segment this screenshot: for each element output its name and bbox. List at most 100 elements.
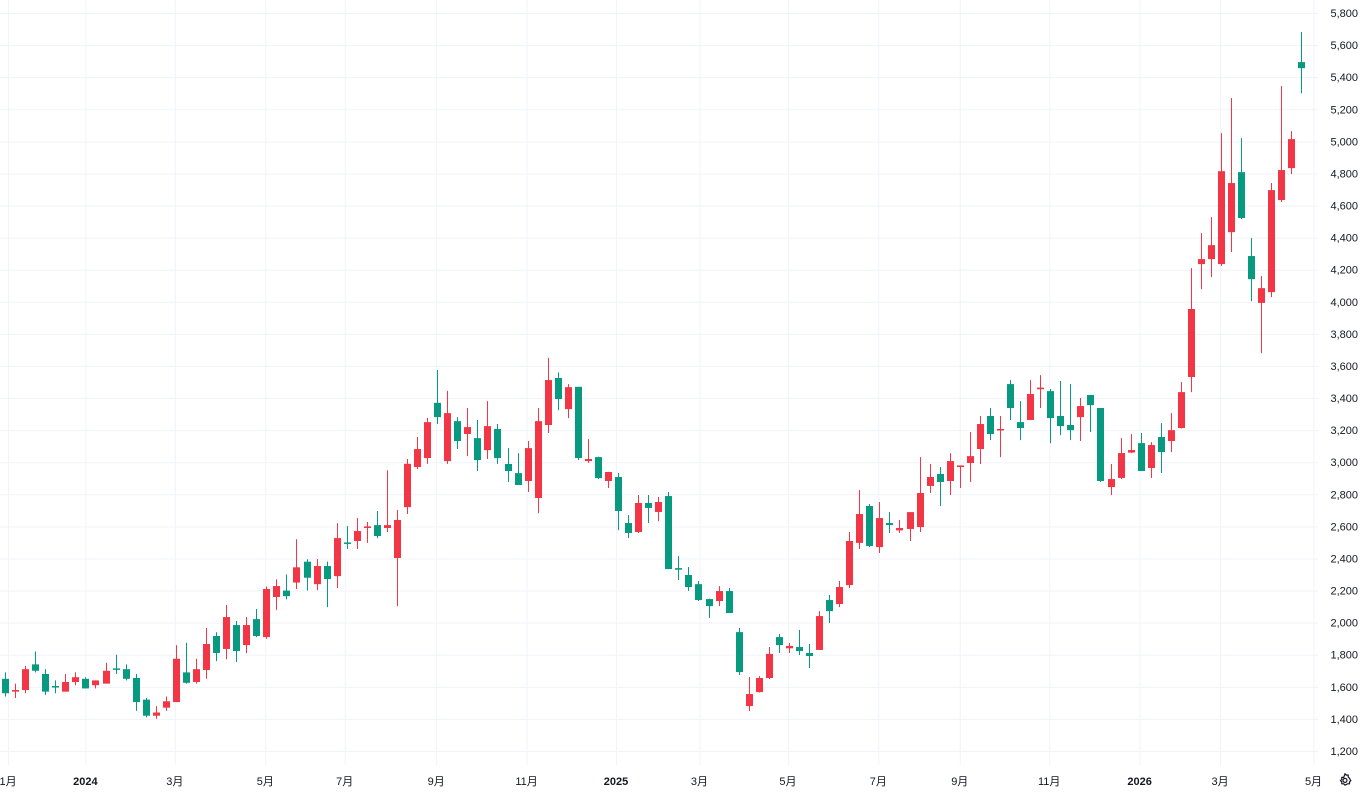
candle-down [1097,407,1104,482]
candle-up [1027,380,1034,421]
candle-down [575,386,582,461]
candle-body [535,421,542,498]
candle-body [555,377,562,400]
candle-body [2,678,9,694]
candle-up [334,523,341,588]
candle-body [1158,437,1165,453]
candle-body [283,590,290,597]
candle-body [836,587,843,605]
candle-body [565,387,572,410]
candle-up [173,645,180,703]
candle-body [163,701,170,708]
candle-up [947,453,954,495]
candle-up [957,465,964,489]
candle-body [213,635,220,653]
candle-down [233,621,240,662]
price-axis[interactable]: 1,200 1,400 1,600 1,800 2,000 2,200 2,400 2,600… [1330,8,1358,758]
candle-down [515,453,522,485]
candle-up [484,401,491,460]
candle-up [1218,133,1225,267]
candle-down [1298,32,1305,94]
candle-body [1238,172,1245,219]
candle-body [92,680,99,686]
price-tick-label: 2,600 [1330,521,1358,533]
candle-body [1148,445,1155,468]
candle-up [907,512,914,541]
candle-up [896,519,903,533]
candle-down [213,632,220,662]
candle-up [525,441,532,493]
candle-body [143,699,150,716]
candle-up [635,494,642,533]
candle-up [163,696,170,711]
price-tick-label: 1,400 [1330,714,1358,726]
candle-down [826,595,833,623]
candle-down [726,587,733,614]
candle-body [625,523,632,533]
candle-body [464,427,471,434]
candle-body [1188,309,1195,378]
candle-down [123,664,130,681]
candle-body [1077,406,1084,418]
candle-body [364,526,371,528]
candle-body [233,625,240,652]
price-tick-label: 5,600 [1330,40,1358,52]
price-tick-label: 1,200 [1330,746,1358,758]
candle-body [1248,256,1255,280]
candle-down [183,642,190,684]
candle-body [816,616,823,650]
candle-up [12,683,19,699]
candle-down [866,504,873,548]
candle-down [52,680,59,694]
candle-body [1298,62,1305,69]
candle-body [243,625,250,646]
time-tick-label: 5月 [257,776,274,788]
time-tick-label: 7月 [870,776,887,788]
candle-up [545,357,552,434]
candle-body [434,402,441,418]
candle-body [1168,430,1175,442]
candle-down [796,629,803,656]
candle-down [987,407,994,441]
candle-body [736,632,743,673]
candle-down [474,420,481,472]
price-tick-label: 3,400 [1330,393,1358,405]
candle-body [716,591,723,601]
candle-up [756,676,763,693]
time-tick-label: 3月 [1211,776,1228,788]
candle-down [886,512,893,533]
candle-up [1278,86,1285,202]
time-tick-label: 1月 [0,776,17,788]
candle-up [997,416,1004,458]
candle-body [344,542,351,544]
price-tick-label: 5,800 [1330,8,1358,20]
time-tick-label: 9月 [951,776,968,788]
price-tick-label: 3,200 [1330,425,1358,437]
candle-body [82,678,89,689]
time-tick-label: 11月 [515,776,537,788]
candle-up [917,457,924,533]
candle-body [183,672,190,683]
candle-up [424,417,431,464]
price-tick-label: 4,600 [1330,201,1358,213]
price-tick-label: 5,400 [1330,72,1358,84]
candle-body [113,668,120,670]
price-tick-label: 4,000 [1330,297,1358,309]
candle-up [414,437,421,469]
candle-body [937,473,944,482]
candle-up [535,407,542,514]
candle-body [22,669,29,691]
candle-body [866,506,873,546]
candle-body [1268,190,1275,293]
candle-body [856,514,863,543]
time-axis[interactable]: 1月 2024 3月 5月 7月 9月 11月 2025 3月 5月 7月 9月 11月 2026 3月 5月 [0,776,1322,788]
candle-body [595,457,602,479]
candle-body [796,647,803,652]
candle-down [1057,381,1064,436]
candle-body [1097,407,1104,481]
chart-settings-button[interactable] [1336,771,1354,789]
candle-body [1278,170,1285,201]
candle-down [324,561,331,608]
candle-body [263,588,270,638]
